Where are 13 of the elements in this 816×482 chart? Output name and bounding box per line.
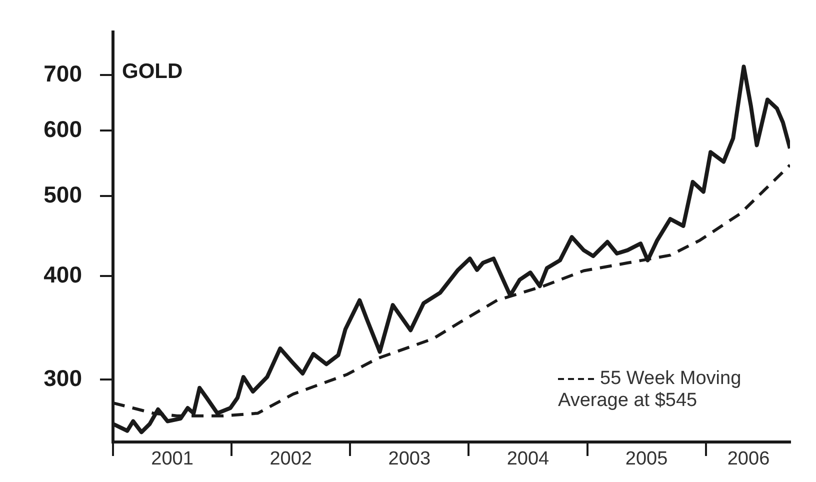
y-tick-label: 400 [44, 261, 82, 288]
y-tick-label: 700 [44, 60, 82, 87]
x-tick-label: 2004 [506, 448, 550, 470]
x-tick-label: 2006 [727, 448, 770, 470]
text: GOLD [122, 60, 183, 84]
y-tick-label: 300 [44, 364, 82, 391]
x-tick-label: 2001 [151, 448, 194, 470]
x-tick-label: 2005 [625, 448, 668, 470]
legend-label: 55 Week Moving Average at $545 [558, 368, 742, 411]
x-tick-label: 2003 [388, 448, 431, 470]
x-tick-label: 2002 [270, 448, 312, 470]
y-tick-label: 500 [44, 181, 82, 208]
y-tick-label: 600 [44, 116, 82, 142]
